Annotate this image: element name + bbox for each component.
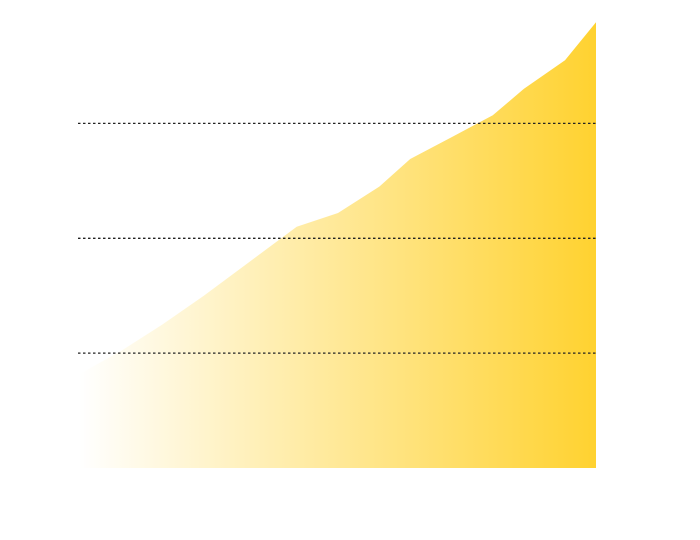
area-series-layer [80,22,596,469]
area-fill [80,22,596,469]
gridlines-layer [78,122,596,354]
